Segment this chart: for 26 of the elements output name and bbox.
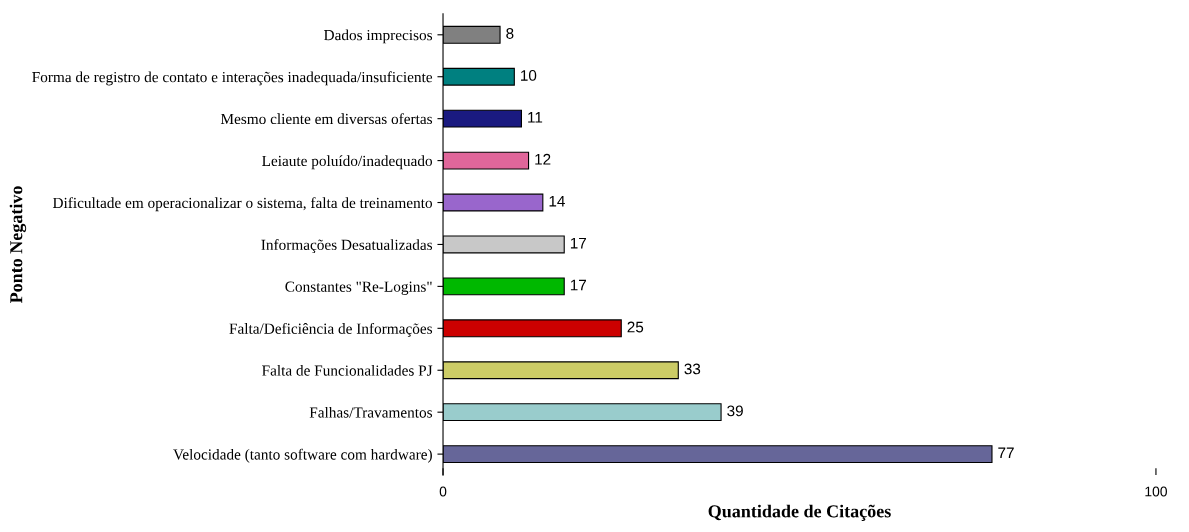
y-tick-label: Falta/Deficiência de Informações <box>229 322 433 337</box>
data-label: 77 <box>998 447 1014 459</box>
data-label: 33 <box>684 363 701 375</box>
data-label: 8 <box>506 28 514 39</box>
y-tick-label: Leiaute poluído/inadequado <box>262 155 433 170</box>
data-label: 17 <box>570 279 586 291</box>
x-tick-label: 0 <box>439 486 447 497</box>
x-tick-label: 100 <box>1145 486 1167 497</box>
data-label: 11 <box>528 112 543 123</box>
y-tick-label: Dificultade em operacionalizar o sistema, falta de treinamento <box>52 197 433 212</box>
data-label: 12 <box>535 153 551 165</box>
y-tick-label: Dados imprecisos <box>323 29 433 44</box>
data-label: 17 <box>570 237 586 249</box>
y-tick-label: Falta de Funcionalidades PJ <box>262 364 433 376</box>
y-axis-title: Ponto Negativo <box>9 186 27 304</box>
y-tick-label: Constantes "Re-Logins" <box>285 281 432 295</box>
y-tick-label: Velocidade (tanto software com hardware) <box>173 448 432 463</box>
y-tick-label: Falhas/Travamentos <box>309 406 433 418</box>
data-label: 39 <box>727 405 743 417</box>
x-axis-title: Quantidade de Citações <box>708 504 891 521</box>
data-label: 10 <box>521 70 537 81</box>
data-label: 25 <box>627 321 644 333</box>
y-tick-label: Forma de registro de contato e interações inadequada/insuficiente <box>32 71 433 86</box>
y-tick-label: Informações Desatualizadas <box>261 239 433 254</box>
data-label: 14 <box>549 195 565 207</box>
y-tick-label: Mesmo cliente em diversas ofertas <box>220 113 433 125</box>
